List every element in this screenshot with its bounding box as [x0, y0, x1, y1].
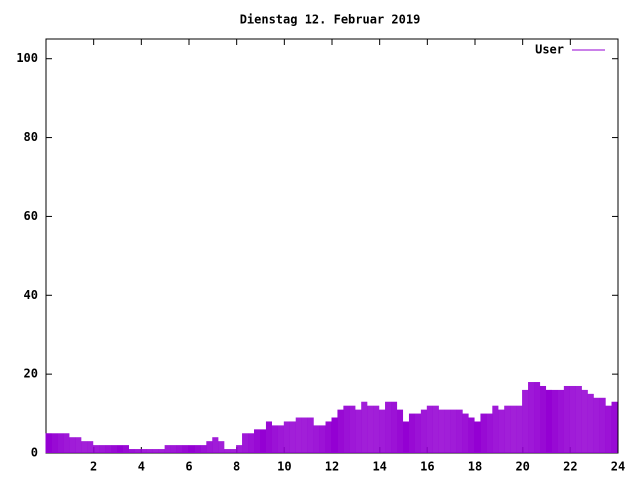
y-tick-label: 0	[31, 446, 38, 460]
x-tick-label: 22	[563, 460, 577, 474]
chart-title: Dienstag 12. Februar 2019	[240, 13, 421, 27]
x-tick-label: 2	[90, 460, 97, 474]
x-tick-label: 24	[611, 460, 625, 474]
x-tick-label: 14	[372, 460, 386, 474]
x-tick-label: 4	[138, 460, 145, 474]
x-tick-label: 16	[420, 460, 434, 474]
y-tick-label: 20	[24, 367, 38, 381]
x-tick-label: 20	[515, 460, 529, 474]
legend-label: User	[535, 43, 564, 57]
x-tick-label: 8	[233, 460, 240, 474]
x-tick-label: 10	[277, 460, 291, 474]
y-tick-label: 40	[24, 288, 38, 302]
x-tick-label: 6	[185, 460, 192, 474]
x-tick-label: 12	[325, 460, 339, 474]
y-tick-label: 60	[24, 209, 38, 223]
y-tick-label: 80	[24, 130, 38, 144]
y-tick-label: 100	[16, 51, 38, 65]
x-tick-label: 18	[468, 460, 482, 474]
